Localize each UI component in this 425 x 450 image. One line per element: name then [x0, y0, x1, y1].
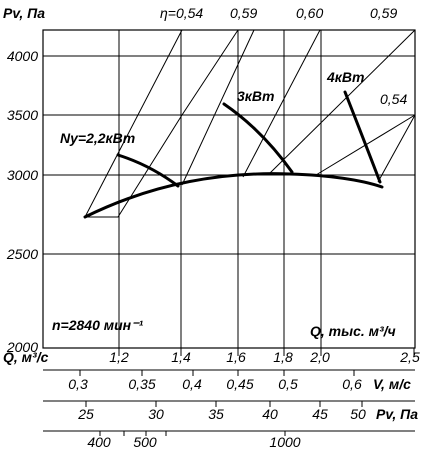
pressure-axis-label: Pv, Па — [376, 406, 418, 422]
q-tick-label: 1,8 — [273, 349, 293, 365]
bottom-tick-label: 1000 — [269, 434, 300, 450]
q-tick-label: 2,5 — [399, 349, 420, 365]
y-axis-label: Pv, Па — [3, 5, 45, 21]
power-label: 3кВт — [237, 88, 274, 104]
pressure-tick-label: 45 — [312, 406, 328, 422]
velocity-tick-label: 0,6 — [342, 376, 362, 392]
power-curves — [116, 90, 382, 188]
y-tick-label: 2500 — [6, 246, 38, 262]
pressure-tick-label: 50 — [350, 406, 366, 422]
power-curve-2-2kw — [116, 153, 180, 188]
bottom-tick-label: 500 — [133, 434, 157, 450]
pressure-tick-label: 30 — [148, 406, 164, 422]
efficiency-lines — [84, 29, 416, 218]
velocity-axis-label: V, м/с — [373, 376, 411, 392]
q-tick-label: 2,0 — [309, 349, 330, 365]
pressure-ticks — [85, 401, 363, 407]
pressure-tick-label: 40 — [262, 406, 278, 422]
velocity-tick-label: 0,45 — [226, 376, 253, 392]
y-tick-label: 3500 — [7, 107, 38, 123]
power-curve-4kw — [343, 90, 382, 184]
bottom-tick-label: 400 — [87, 434, 111, 450]
q-tick-label: 1,6 — [226, 349, 246, 365]
q-axis-label: Q, тыс. м³/ч — [310, 323, 396, 339]
power-curve-3kw — [222, 102, 294, 174]
speed-label: n=2840 мин⁻¹ — [52, 317, 144, 333]
vertical-grid — [118, 30, 322, 348]
velocity-tick-label: 0,35 — [128, 376, 155, 392]
y-tick-label: 4000 — [7, 48, 38, 64]
efficiency-label: η=0,54 — [160, 5, 203, 21]
performance-curve — [83, 172, 384, 219]
q-tick-label: 1,2 — [109, 349, 129, 365]
velocity-tick-label: 0,4 — [182, 376, 202, 392]
velocity-tick-label: 0,3 — [68, 376, 88, 392]
efficiency-label: 0,59 — [370, 5, 397, 21]
q-flow-label: Q, м³/с — [3, 349, 49, 365]
power-label: Ny=2,2кВт — [60, 130, 135, 146]
velocity-ticks — [79, 370, 355, 376]
efficiency-label: 0,54 — [380, 91, 407, 107]
y-tick-label: 3000 — [7, 167, 38, 183]
q-tick-label: 1,4 — [171, 349, 191, 365]
pressure-tick-label: 25 — [77, 406, 94, 422]
bottom-ticks — [99, 431, 286, 436]
power-label: 4кВт — [326, 69, 364, 85]
plot-frame — [42, 29, 416, 349]
velocity-tick-label: 0,5 — [278, 376, 298, 392]
y-tick-label: 2000 — [6, 339, 38, 355]
pressure-tick-label: 35 — [208, 406, 224, 422]
efficiency-label: 0,59 — [230, 5, 257, 21]
efficiency-label: 0,60 — [296, 5, 323, 21]
q-ticks — [118, 348, 415, 356]
